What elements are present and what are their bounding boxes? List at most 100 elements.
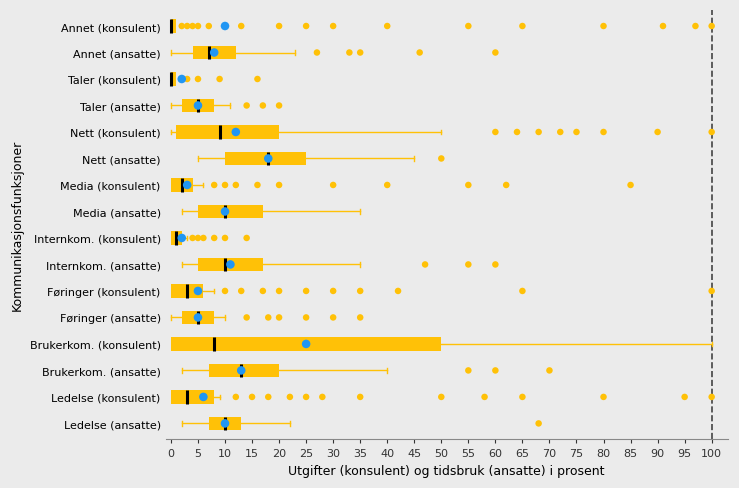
Bar	[182, 100, 214, 113]
Point	[300, 23, 312, 31]
Point	[225, 261, 236, 269]
Point	[208, 182, 220, 189]
Point	[500, 182, 512, 189]
Y-axis label: Kommunikasjonsfunksjoner: Kommunikasjonsfunksjoner	[11, 140, 24, 311]
Point	[181, 182, 193, 189]
Point	[489, 49, 501, 57]
Point	[273, 23, 285, 31]
Point	[251, 76, 263, 84]
Point	[327, 287, 339, 295]
Point	[571, 129, 582, 137]
Bar	[171, 20, 177, 34]
Point	[235, 367, 247, 375]
Point	[392, 287, 404, 295]
Point	[284, 393, 296, 401]
Bar	[198, 205, 263, 219]
Point	[678, 393, 690, 401]
Point	[311, 49, 323, 57]
Point	[706, 393, 718, 401]
Point	[517, 287, 528, 295]
Point	[354, 314, 366, 322]
Point	[554, 129, 566, 137]
Point	[241, 314, 253, 322]
Point	[273, 102, 285, 110]
Bar	[171, 338, 441, 351]
Point	[598, 129, 610, 137]
Point	[479, 393, 491, 401]
Point	[652, 129, 664, 137]
Point	[354, 393, 366, 401]
Point	[257, 287, 269, 295]
Point	[381, 182, 393, 189]
Point	[300, 340, 312, 348]
Point	[192, 314, 204, 322]
Bar	[171, 73, 177, 86]
Point	[463, 23, 474, 31]
Point	[192, 76, 204, 84]
Point	[203, 23, 215, 31]
Point	[219, 287, 231, 295]
Point	[192, 102, 204, 110]
Point	[463, 367, 474, 375]
Point	[219, 208, 231, 216]
Point	[489, 129, 501, 137]
Point	[354, 49, 366, 57]
Point	[598, 393, 610, 401]
Point	[176, 235, 188, 243]
Point	[657, 23, 669, 31]
Bar	[171, 390, 214, 404]
Bar	[171, 285, 203, 298]
Point	[230, 393, 242, 401]
Point	[463, 261, 474, 269]
Point	[344, 49, 355, 57]
Point	[241, 235, 253, 243]
Point	[689, 23, 701, 31]
Point	[511, 129, 523, 137]
X-axis label: Utgifter (konsulent) og tidsbruk (ansatte) i prosent: Utgifter (konsulent) og tidsbruk (ansatt…	[288, 464, 605, 477]
Point	[273, 182, 285, 189]
Point	[257, 102, 269, 110]
Bar	[198, 258, 263, 271]
Point	[230, 182, 242, 189]
Point	[517, 23, 528, 31]
Point	[241, 102, 253, 110]
Point	[181, 76, 193, 84]
Point	[219, 23, 231, 31]
Point	[327, 314, 339, 322]
Point	[517, 393, 528, 401]
Point	[598, 23, 610, 31]
Point	[300, 287, 312, 295]
Point	[219, 182, 231, 189]
Point	[176, 23, 188, 31]
Point	[181, 23, 193, 31]
Point	[706, 129, 718, 137]
Bar	[171, 179, 193, 192]
Point	[533, 129, 545, 137]
Point	[197, 235, 209, 243]
Bar	[209, 417, 241, 430]
Point	[381, 23, 393, 31]
Point	[300, 314, 312, 322]
Bar	[209, 364, 279, 377]
Point	[624, 182, 636, 189]
Point	[300, 393, 312, 401]
Point	[544, 367, 556, 375]
Point	[435, 155, 447, 163]
Point	[435, 393, 447, 401]
Point	[235, 23, 247, 31]
Bar	[182, 311, 214, 325]
Bar	[171, 232, 182, 245]
Point	[273, 287, 285, 295]
Point	[706, 23, 718, 31]
Point	[208, 49, 220, 57]
Point	[706, 287, 718, 295]
Point	[235, 287, 247, 295]
Point	[327, 182, 339, 189]
Point	[489, 367, 501, 375]
Point	[219, 23, 231, 31]
Point	[214, 76, 225, 84]
Point	[414, 49, 426, 57]
Point	[219, 420, 231, 427]
Bar	[193, 47, 236, 60]
Point	[533, 420, 545, 427]
